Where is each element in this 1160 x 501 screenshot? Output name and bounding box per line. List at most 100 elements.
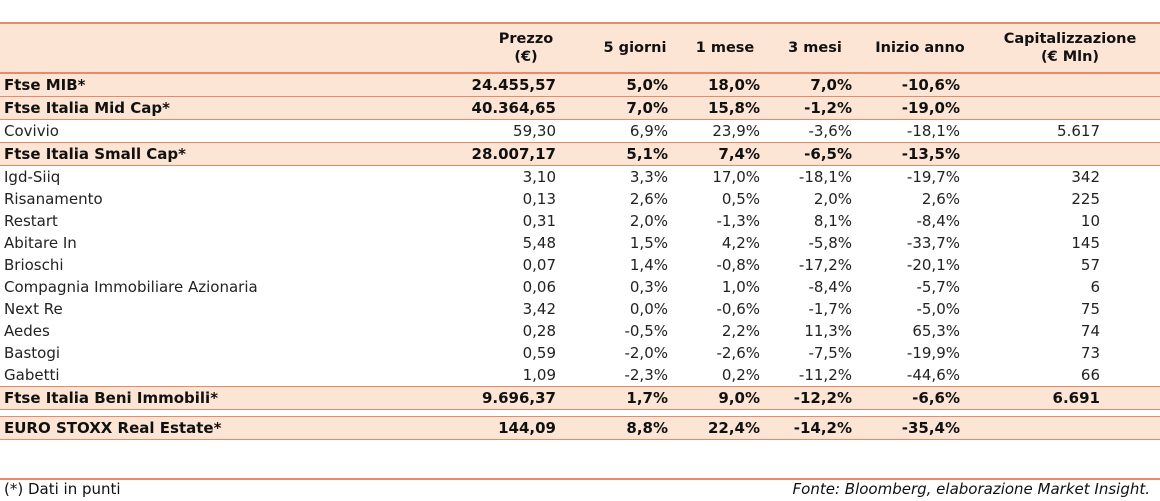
header-price: Prezzo (€) xyxy=(462,22,590,74)
table-header-row: Prezzo (€) 5 giorni 1 mese 3 mesi Inizio … xyxy=(0,22,1160,74)
cell-price: 0,13 xyxy=(522,190,556,208)
spacer-cell xyxy=(0,409,1160,417)
cell-1-month: -0,8% xyxy=(716,256,760,274)
cell-name: Ftse MIB* xyxy=(0,72,462,97)
cell-1-month: 17,0% xyxy=(712,168,760,186)
cell-5-days: 7,0% xyxy=(590,96,680,120)
cell-name: Ftse Italia Beni Immobili* xyxy=(0,386,462,410)
cell-capitalization: 6 xyxy=(1090,278,1100,296)
cell-3-months: 8,1% xyxy=(813,212,852,230)
stock-row: Gabetti 1,09 -2,3% 0,2% -11,2% -44,6% 66 xyxy=(0,364,1160,387)
bottom-rule xyxy=(0,478,1160,480)
header-3-months: 3 mesi xyxy=(770,22,860,74)
cell-capitalization xyxy=(980,142,1160,166)
cell-price: 3,42 xyxy=(522,300,556,318)
cell-5-days: 1,5% xyxy=(629,234,668,252)
cell-5-days: 0,0% xyxy=(629,300,668,318)
cell-3-months: -11,2% xyxy=(798,366,852,384)
cell-ytd: -8,4% xyxy=(916,212,960,230)
cell-capitalization: 73 xyxy=(1080,344,1100,362)
cell-capitalization: 57 xyxy=(1080,256,1100,274)
cell-5-days: -2,3% xyxy=(624,366,668,384)
cell-5-days: 1,7% xyxy=(590,386,680,410)
cell-5-days: -0,5% xyxy=(624,322,668,340)
cell-ytd: -6,6% xyxy=(860,386,980,410)
cell-price: 0,59 xyxy=(522,344,556,362)
stock-row: Aedes 0,28 -0,5% 2,2% 11,3% 65,3% 74 xyxy=(0,320,1160,342)
stock-row: Covivio 59,30 6,9% 23,9% -3,6% -18,1% 5.617 xyxy=(0,120,1160,143)
cell-3-months: -1,7% xyxy=(808,300,852,318)
cell-price: 9.696,37 xyxy=(462,386,590,410)
cell-5-days: 5,0% xyxy=(590,72,680,97)
cell-name: Brioschi xyxy=(4,256,64,274)
cell-ytd: -20,1% xyxy=(906,256,960,274)
cell-3-months: 11,3% xyxy=(804,322,852,340)
cell-3-months: 7,0% xyxy=(770,72,860,97)
cell-name: EURO STOXX Real Estate* xyxy=(0,416,462,440)
cell-capitalization: 75 xyxy=(1080,300,1100,318)
cell-ytd: -19,7% xyxy=(906,168,960,186)
cell-3-months: -6,5% xyxy=(770,142,860,166)
cell-1-month: 2,2% xyxy=(721,322,760,340)
market-table: Prezzo (€) 5 giorni 1 mese 3 mesi Inizio … xyxy=(0,22,1160,440)
cell-1-month: -2,6% xyxy=(716,344,760,362)
cell-5-days: 0,3% xyxy=(629,278,668,296)
header-name xyxy=(0,22,462,74)
cell-5-days: 8,8% xyxy=(590,416,680,440)
index-row: Ftse Italia Beni Immobili* 9.696,37 1,7% 9,… xyxy=(0,386,1160,410)
row-spacer xyxy=(0,409,1160,417)
cell-3-months: -5,8% xyxy=(808,234,852,252)
cell-price: 40.364,65 xyxy=(462,96,590,120)
index-row: Ftse MIB* 24.455,57 5,0% 18,0% 7,0% -10,6% xyxy=(0,72,1160,97)
cell-ytd: -33,7% xyxy=(906,234,960,252)
cell-1-month: 18,0% xyxy=(680,72,770,97)
cell-3-months: 2,0% xyxy=(813,190,852,208)
cell-name: Bastogi xyxy=(4,344,61,362)
cell-ytd: -10,6% xyxy=(860,72,980,97)
cell-name: Ftse Italia Mid Cap* xyxy=(0,96,462,120)
cell-ytd: -5,7% xyxy=(916,278,960,296)
cell-price: 3,10 xyxy=(522,168,556,186)
cell-ytd: -35,4% xyxy=(860,416,980,440)
cell-5-days: 2,0% xyxy=(629,212,668,230)
footnote: (*) Dati in punti xyxy=(4,480,121,498)
cell-name: Aedes xyxy=(4,322,50,340)
cell-capitalization: 74 xyxy=(1080,322,1100,340)
cell-capitalization: 5.617 xyxy=(1057,122,1100,140)
cell-1-month: 4,2% xyxy=(721,234,760,252)
cell-name: Igd-Siiq xyxy=(4,168,61,186)
cell-price: 0,06 xyxy=(522,278,556,296)
table-body: Ftse MIB* 24.455,57 5,0% 18,0% 7,0% -10,6% Fts… xyxy=(0,72,1160,440)
cell-1-month: 15,8% xyxy=(680,96,770,120)
header-5-days: 5 giorni xyxy=(590,22,680,74)
header-ytd: Inizio anno xyxy=(860,22,980,74)
stock-row: Brioschi 0,07 1,4% -0,8% -17,2% -20,1% 57 xyxy=(0,254,1160,276)
cell-1-month: 0,5% xyxy=(721,190,760,208)
cell-capitalization: 66 xyxy=(1080,366,1100,384)
cell-3-months: -3,6% xyxy=(808,122,852,140)
cell-ytd: -44,6% xyxy=(906,366,960,384)
cell-price: 1,09 xyxy=(522,366,556,384)
cell-name: Restart xyxy=(4,212,58,230)
cell-1-month: 0,2% xyxy=(721,366,760,384)
stock-row: Risanamento 0,13 2,6% 0,5% 2,0% 2,6% 225 xyxy=(0,188,1160,210)
cell-price: 28.007,17 xyxy=(462,142,590,166)
cell-1-month: 22,4% xyxy=(680,416,770,440)
cell-price: 24.455,57 xyxy=(462,72,590,97)
cell-price: 0,31 xyxy=(522,212,556,230)
cell-3-months: -1,2% xyxy=(770,96,860,120)
cell-3-months: -8,4% xyxy=(808,278,852,296)
cell-ytd: -13,5% xyxy=(860,142,980,166)
stock-row: Bastogi 0,59 -2,0% -2,6% -7,5% -19,9% 73 xyxy=(0,342,1160,364)
cell-capitalization: 10 xyxy=(1080,212,1100,230)
stock-row: Abitare In 5,48 1,5% 4,2% -5,8% -33,7% 145 xyxy=(0,232,1160,254)
cell-capitalization: 6.691 xyxy=(980,386,1160,410)
cell-name: Gabetti xyxy=(4,366,60,384)
header-1-month: 1 mese xyxy=(680,22,770,74)
cell-ytd: 2,6% xyxy=(921,190,960,208)
cell-3-months: -14,2% xyxy=(770,416,860,440)
cell-3-months: -17,2% xyxy=(798,256,852,274)
index-row: Ftse Italia Mid Cap* 40.364,65 7,0% 15,8% -1… xyxy=(0,96,1160,120)
cell-name: Covivio xyxy=(4,122,59,140)
cell-ytd: -19,0% xyxy=(860,96,980,120)
